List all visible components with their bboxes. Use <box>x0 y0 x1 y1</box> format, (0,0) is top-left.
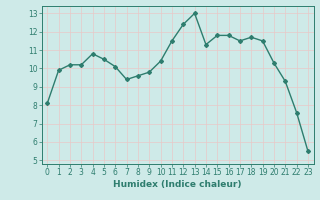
X-axis label: Humidex (Indice chaleur): Humidex (Indice chaleur) <box>113 180 242 189</box>
